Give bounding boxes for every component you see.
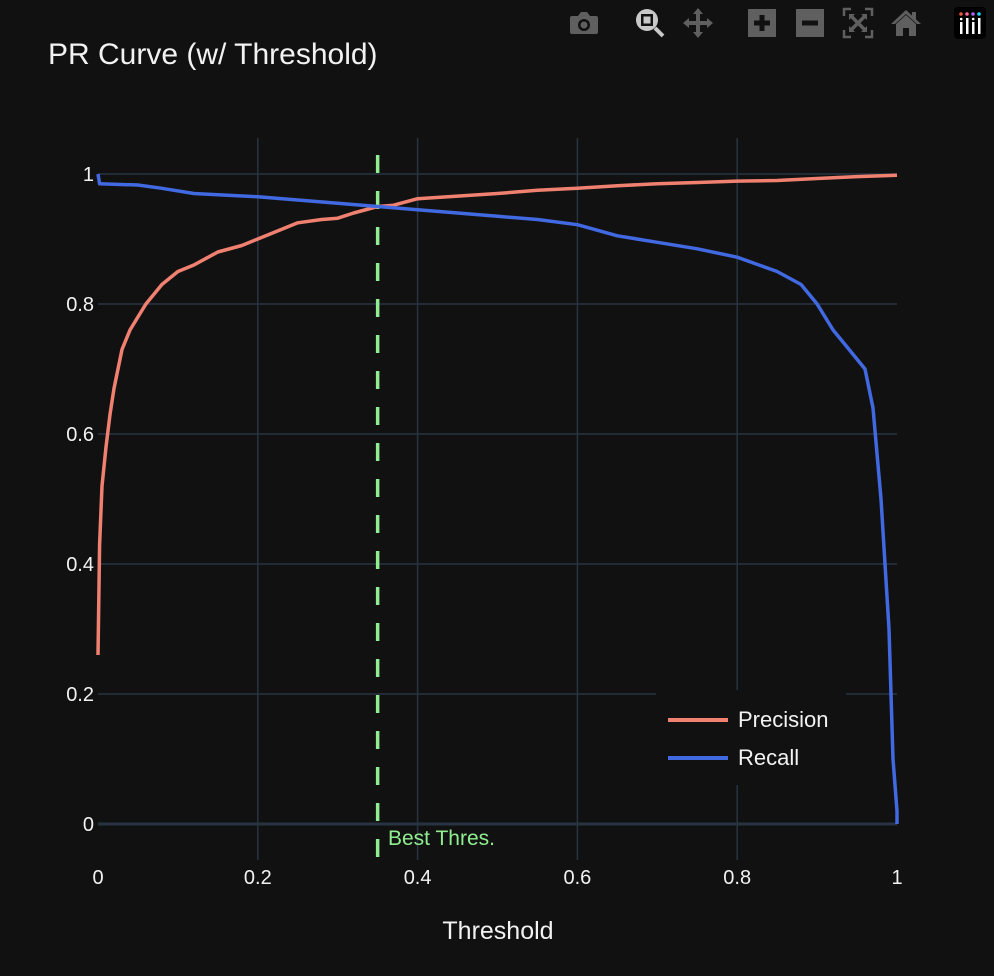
legend-item-precision[interactable]: Precision <box>668 705 828 735</box>
x-tick-label: 0 <box>92 867 103 889</box>
y-tick-label: 0.6 <box>66 424 94 446</box>
gridlines <box>98 138 897 860</box>
autoscale-icon[interactable] <box>840 6 876 40</box>
legend-item-recall[interactable]: Recall <box>668 743 799 773</box>
x-tick-label: 0.6 <box>563 867 591 889</box>
x-tick-label: 1 <box>891 867 902 889</box>
legend-label: Recall <box>738 745 800 770</box>
x-axis-ticks: 0 0.2 0.4 0.6 0.8 1 <box>92 867 902 889</box>
recall-line[interactable] <box>96 173 899 824</box>
camera-icon[interactable] <box>566 6 602 40</box>
best-threshold-annotation: Best Thres. <box>388 827 495 850</box>
y-tick-label: 1 <box>83 164 94 186</box>
x-tick-label: 0.8 <box>723 867 751 889</box>
x-axis-title: Threshold <box>442 917 553 945</box>
y-tick-label: 0 <box>83 814 94 836</box>
legend-label: Precision <box>738 707 829 732</box>
zoom-out-icon[interactable] <box>792 6 828 40</box>
pan-icon[interactable] <box>680 6 716 40</box>
chart-title: PR Curve (w/ Threshold) <box>48 38 378 71</box>
y-tick-label: 0.2 <box>66 684 94 706</box>
zoom-icon[interactable] <box>632 6 668 40</box>
x-tick-label: 0.4 <box>404 867 432 889</box>
x-tick-label: 0.2 <box>244 867 272 889</box>
zoom-in-icon[interactable] <box>744 6 780 40</box>
precision-line[interactable] <box>96 173 898 656</box>
y-tick-label: 0.8 <box>66 294 94 316</box>
y-tick-label: 0.4 <box>66 554 94 576</box>
home-icon[interactable] <box>888 6 924 40</box>
precision-swatch-icon <box>668 718 728 722</box>
plotly-logo-icon[interactable] <box>954 7 986 39</box>
recall-swatch-icon <box>668 756 728 760</box>
y-axis-ticks: 0 0.2 0.4 0.6 0.8 1 <box>66 164 94 836</box>
legend: Precision Recall <box>656 690 846 785</box>
